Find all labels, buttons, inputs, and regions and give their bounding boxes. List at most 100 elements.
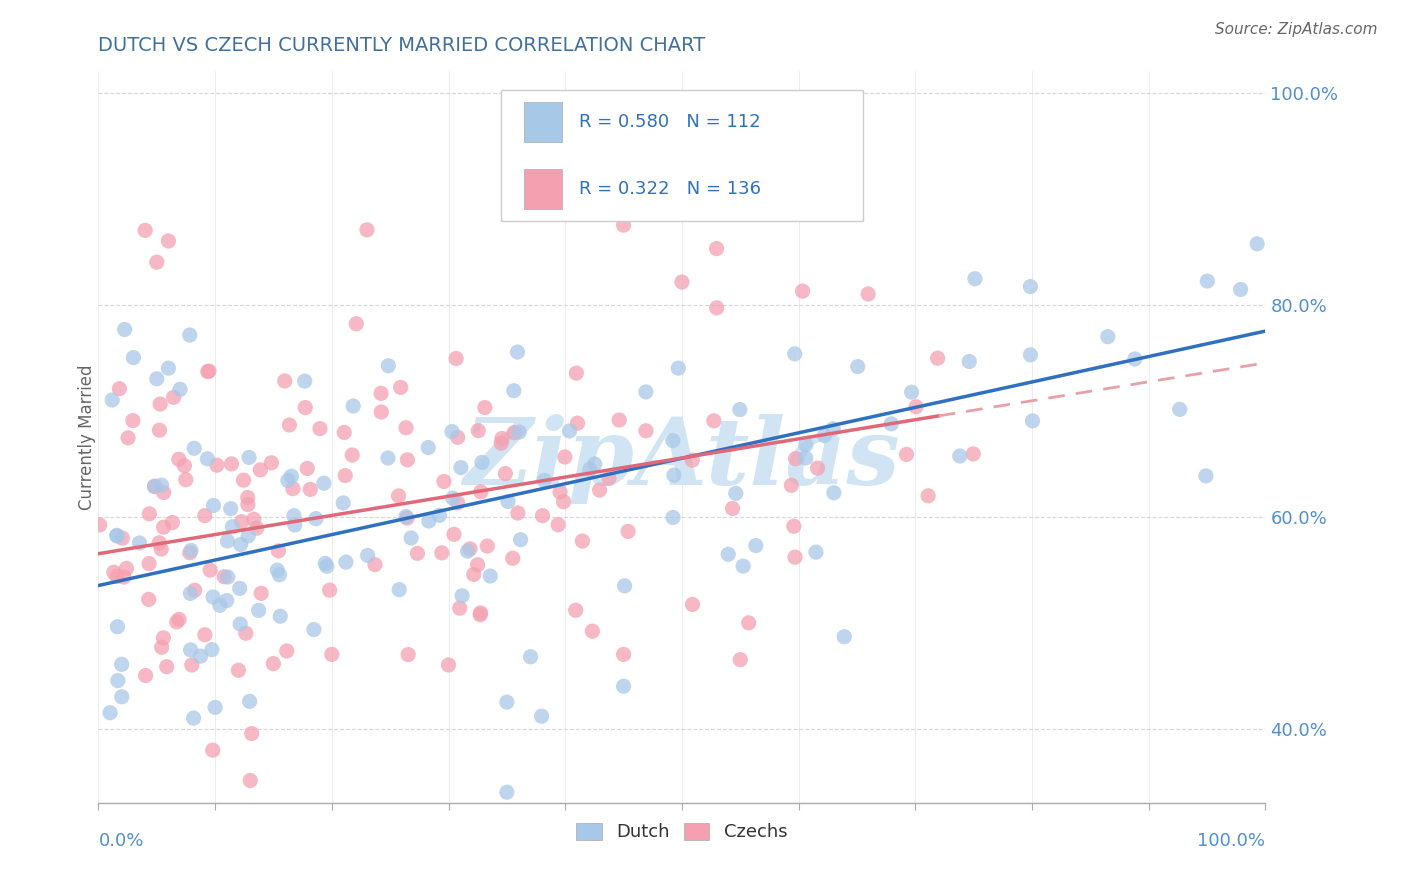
- Point: [457, 544, 479, 558]
- Point: [443, 527, 465, 541]
- Point: [470, 607, 492, 622]
- Point: [396, 648, 419, 662]
- Point: [370, 405, 392, 419]
- Point: [276, 644, 298, 658]
- Point: [671, 275, 693, 289]
- Point: [449, 601, 471, 615]
- Point: [728, 402, 751, 417]
- Point: [231, 515, 253, 529]
- Point: [143, 479, 166, 493]
- Point: [180, 643, 202, 657]
- Point: [389, 380, 412, 394]
- Point: [783, 347, 806, 361]
- Point: [215, 593, 238, 607]
- Point: [167, 452, 190, 467]
- Point: [152, 485, 174, 500]
- Point: [613, 218, 636, 232]
- Point: [148, 423, 170, 437]
- Point: [221, 519, 243, 533]
- Point: [183, 711, 205, 725]
- Point: [356, 223, 378, 237]
- Point: [335, 468, 357, 483]
- Point: [229, 617, 252, 632]
- Point: [503, 425, 526, 440]
- Point: [470, 606, 492, 620]
- Point: [194, 508, 217, 523]
- Point: [724, 486, 747, 500]
- Point: [1229, 283, 1251, 297]
- Point: [681, 598, 703, 612]
- Point: [143, 480, 166, 494]
- Point: [467, 424, 489, 438]
- Point: [107, 673, 129, 688]
- Point: [578, 462, 600, 476]
- Point: [174, 473, 197, 487]
- Point: [479, 569, 502, 583]
- Point: [105, 529, 128, 543]
- Point: [634, 424, 657, 438]
- Point: [533, 474, 555, 488]
- Point: [219, 501, 242, 516]
- Point: [430, 546, 453, 560]
- Point: [896, 447, 918, 461]
- Point: [332, 496, 354, 510]
- Point: [634, 384, 657, 399]
- Point: [280, 469, 302, 483]
- Point: [441, 491, 464, 505]
- Point: [598, 471, 620, 485]
- Point: [121, 413, 143, 427]
- Point: [195, 451, 218, 466]
- Point: [198, 364, 221, 378]
- Text: Source: ZipAtlas.com: Source: ZipAtlas.com: [1215, 22, 1378, 37]
- Point: [138, 592, 160, 607]
- Point: [437, 658, 460, 673]
- Point: [179, 546, 201, 560]
- Point: [474, 401, 496, 415]
- Point: [239, 773, 262, 788]
- Point: [450, 460, 472, 475]
- Point: [662, 468, 685, 483]
- Point: [157, 361, 180, 376]
- Point: [294, 401, 316, 415]
- Point: [509, 533, 531, 547]
- Point: [377, 359, 399, 373]
- Point: [117, 431, 139, 445]
- Point: [856, 287, 879, 301]
- Point: [558, 424, 581, 438]
- Point: [297, 461, 319, 475]
- Point: [613, 648, 636, 662]
- Point: [239, 694, 262, 708]
- FancyBboxPatch shape: [524, 169, 562, 209]
- Point: [238, 450, 260, 465]
- Point: [240, 726, 263, 740]
- Point: [190, 649, 212, 664]
- Point: [98, 706, 121, 720]
- Point: [806, 461, 828, 475]
- Point: [163, 390, 186, 404]
- Point: [547, 517, 569, 532]
- Point: [613, 679, 636, 693]
- Point: [340, 448, 363, 462]
- Point: [266, 563, 288, 577]
- Point: [496, 494, 519, 508]
- Point: [395, 509, 418, 524]
- Point: [506, 345, 529, 359]
- Point: [135, 668, 157, 682]
- Point: [249, 463, 271, 477]
- Point: [489, 436, 512, 450]
- Point: [721, 501, 744, 516]
- Point: [201, 743, 224, 757]
- Point: [458, 541, 481, 556]
- FancyBboxPatch shape: [501, 89, 863, 221]
- Point: [157, 234, 180, 248]
- Point: [470, 484, 492, 499]
- Point: [138, 557, 160, 571]
- Point: [333, 425, 356, 440]
- Point: [519, 649, 541, 664]
- Point: [388, 582, 411, 597]
- Point: [250, 586, 273, 600]
- Point: [152, 520, 174, 534]
- Point: [342, 399, 364, 413]
- Point: [530, 709, 553, 723]
- Point: [588, 483, 610, 497]
